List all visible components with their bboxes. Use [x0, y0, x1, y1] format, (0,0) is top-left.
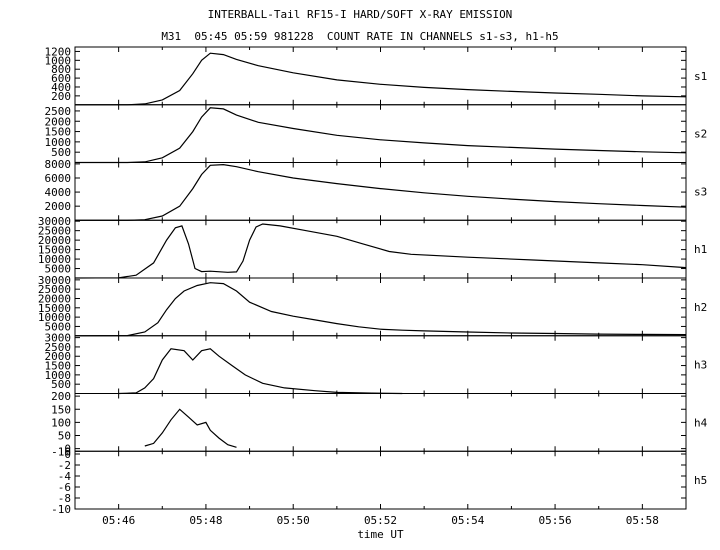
panel-frame-h4 — [74, 393, 687, 452]
y-tick-label-h4: -10 — [51, 445, 71, 458]
y-tick-label-h3: 2000 — [45, 350, 72, 363]
y-tick-label-s1: 1200 — [45, 45, 72, 58]
y-tick-label-h1: 20000 — [38, 234, 71, 247]
y-tick-label-h4: 100 — [51, 416, 71, 429]
y-tick-label-s3: 6000 — [45, 172, 72, 185]
y-tick-label-h1: 10000 — [38, 253, 71, 266]
y-tick-label-s2: 2000 — [45, 115, 72, 128]
y-tick-label-h5: -8 — [58, 492, 71, 505]
series-line-h1 — [74, 223, 687, 279]
y-tick-label-h3: 1500 — [45, 360, 72, 373]
channel-label-s2: s2 — [694, 128, 707, 141]
channel-label-h1: h1 — [694, 243, 707, 256]
y-tick-label-h1: 5000 — [45, 263, 72, 276]
y-tick-label-h4: 150 — [51, 403, 71, 416]
chart-subtitle: M31 05:45 05:59 981228 COUNT RATE IN CHA… — [161, 30, 559, 43]
y-tick-label-h2: 25000 — [38, 283, 71, 296]
series-line-s1 — [75, 52, 687, 106]
y-tick-label-s2: 2500 — [45, 105, 72, 118]
x-tick-label: 05:50 — [277, 514, 310, 527]
panel-frame-h5 — [74, 450, 687, 510]
series-line-h2 — [74, 282, 687, 337]
series-line-s3 — [75, 163, 687, 221]
y-tick-label-s1: 400 — [51, 81, 71, 94]
y-tick-label-h5: -4 — [58, 470, 72, 483]
panel-frame-s2 — [74, 104, 687, 163]
panel-frame-s1 — [74, 46, 687, 106]
y-tick-label-h2: 5000 — [45, 320, 72, 333]
y-tick-label-h5: 0 — [64, 448, 71, 461]
y-tick-label-s1: 1000 — [45, 54, 72, 67]
x-tick-label: 05:46 — [102, 514, 135, 527]
channel-label-h2: h2 — [694, 301, 707, 314]
y-tick-label-s1: 600 — [51, 72, 71, 85]
channel-label-s1: s1 — [694, 70, 707, 83]
panel-frame-h3 — [74, 335, 687, 394]
y-tick-label-h5: -10 — [51, 503, 71, 516]
chart-title: INTERBALL-Tail RF15-I HARD/SOFT X-RAY EM… — [207, 8, 513, 21]
y-tick-label-s2: 1000 — [45, 136, 72, 149]
y-tick-label-h2: 20000 — [38, 292, 71, 305]
x-axis-label: time UT — [357, 528, 404, 541]
y-tick-label-s3: 8000 — [45, 158, 72, 171]
y-tick-label-h1: 30000 — [38, 215, 71, 228]
y-tick-label-s3: 4000 — [45, 186, 72, 199]
y-tick-label-s2: 500 — [51, 146, 71, 159]
panel-frame-s3 — [74, 162, 687, 221]
series-line-h4 — [144, 408, 237, 448]
y-tick-label-h3: 3000 — [45, 332, 72, 345]
series-line-s2 — [75, 107, 687, 164]
y-tick-label-h4: 0 — [64, 443, 71, 456]
y-tick-label-h3: 500 — [51, 378, 71, 391]
y-tick-label-h4: 50 — [58, 430, 71, 443]
x-tick-label: 05:56 — [539, 514, 572, 527]
y-tick-label-s3: 2000 — [45, 200, 72, 213]
y-tick-label-h3: 2500 — [45, 341, 72, 354]
y-tick-label-s1: 200 — [51, 90, 71, 103]
y-tick-label-h1: 25000 — [38, 225, 71, 238]
channel-label-h3: h3 — [694, 359, 707, 372]
channel-label-h5: h5 — [694, 474, 707, 487]
y-tick-label-h2: 30000 — [38, 274, 71, 287]
panel-frame-h2 — [74, 277, 687, 337]
channel-label-h4: h4 — [694, 416, 708, 429]
y-tick-label-h3: 1000 — [45, 369, 72, 382]
y-tick-label-s2: 1500 — [45, 126, 72, 139]
y-tick-label-h2: 15000 — [38, 302, 71, 315]
y-tick-label-h5: -6 — [58, 481, 71, 494]
y-tick-label-h1: 15000 — [38, 244, 71, 257]
y-tick-label-h2: 10000 — [38, 311, 71, 324]
channel-label-s3: s3 — [694, 185, 707, 198]
x-tick-label: 05:58 — [626, 514, 659, 527]
x-tick-label: 05:48 — [189, 514, 222, 527]
x-tick-label: 05:52 — [364, 514, 397, 527]
x-tick-label: 05:54 — [451, 514, 484, 527]
y-tick-label-h4: 200 — [51, 390, 71, 403]
series-line-h3 — [118, 348, 403, 395]
y-tick-label-s1: 800 — [51, 63, 71, 76]
y-tick-label-h5: -2 — [58, 459, 71, 472]
